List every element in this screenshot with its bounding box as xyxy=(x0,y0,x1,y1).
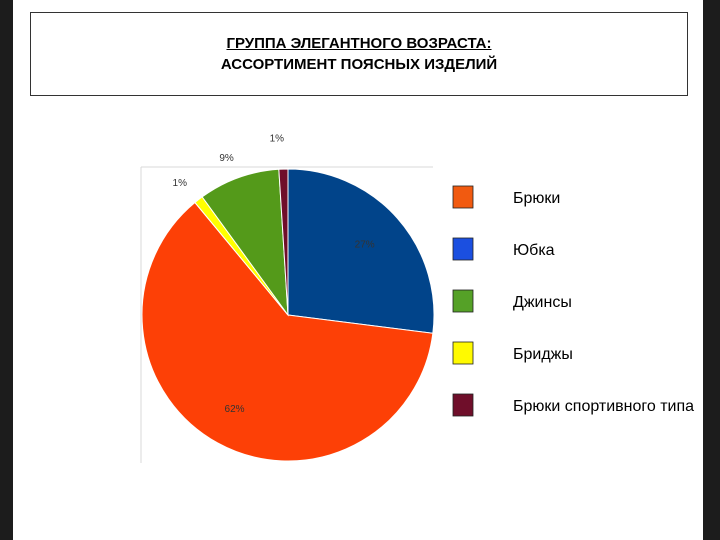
slide-title: ГРУППА ЭЛЕГАНТНОГО ВОЗРАСТА: xyxy=(226,35,492,52)
legend-swatch xyxy=(452,289,474,313)
slice-value-label: 1% xyxy=(270,134,285,145)
pie-chart: 27% 62% 1% 9% 1% Брюки Юбка Джинсы Бриджы Брюки … xyxy=(140,134,694,463)
legend-label: Джинсы xyxy=(513,294,572,311)
pie-slice xyxy=(141,201,434,462)
legend-label: Бриджы xyxy=(513,346,573,363)
slide: ГРУППА ЭЛЕГАНТНОГО ВОЗРАСТА: АССОРТИМЕНТ… xyxy=(13,0,703,540)
legend: Брюки Юбка Джинсы Бриджы Брюки спортивного т… xyxy=(452,185,694,417)
pie-slice xyxy=(201,168,289,317)
slice-value-label: 27% xyxy=(355,239,375,250)
pie-data-labels: 27% 62% 1% 9% 1% xyxy=(173,134,375,416)
legend-label: Брюки xyxy=(513,190,560,207)
legend-label: Брюки спортивного типа xyxy=(513,398,694,415)
slide-subtitle: АССОРТИМЕНТ ПОЯСНЫХ ИЗДЕЛИЙ xyxy=(220,56,498,73)
legend-swatch xyxy=(452,185,474,209)
pie-slice xyxy=(287,168,435,334)
pie-slice xyxy=(278,168,289,316)
legend-swatch xyxy=(452,393,474,417)
title-box: ГРУППА ЭЛЕГАНТНОГО ВОЗРАСТА: АССОРТИМЕНТ… xyxy=(30,12,688,96)
legend-swatch xyxy=(452,237,474,261)
legend-label: Юбка xyxy=(513,242,555,259)
legend-swatch xyxy=(452,341,474,365)
slice-value-label: 1% xyxy=(173,178,188,189)
slice-value-label: 62% xyxy=(225,404,245,415)
pie-slices xyxy=(141,168,435,462)
slice-value-label: 9% xyxy=(219,153,234,164)
